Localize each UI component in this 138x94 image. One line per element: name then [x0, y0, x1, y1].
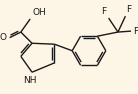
Text: OH: OH [32, 8, 46, 17]
Text: O: O [0, 33, 7, 42]
Text: F: F [126, 5, 132, 14]
Text: F: F [133, 27, 138, 36]
Text: F: F [102, 7, 107, 16]
Text: NH: NH [23, 76, 37, 85]
